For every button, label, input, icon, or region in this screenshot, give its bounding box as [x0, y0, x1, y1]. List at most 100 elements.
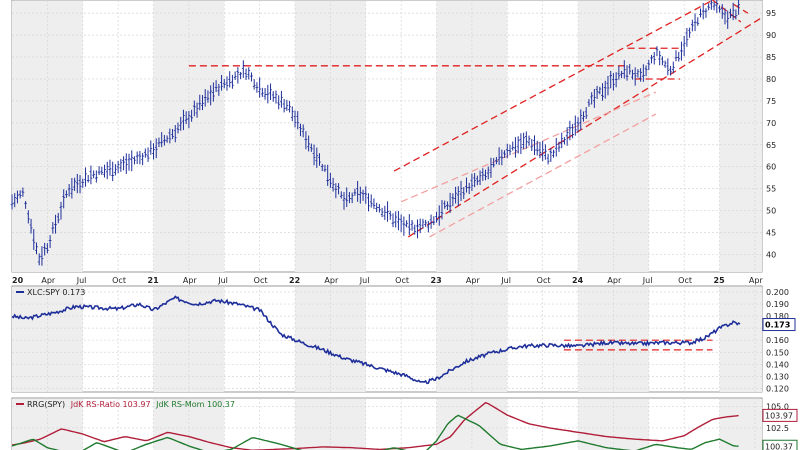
price-bar — [334, 183, 338, 199]
price-bar — [663, 60, 667, 68]
price-bar — [535, 140, 539, 156]
price-bar — [339, 191, 343, 199]
price-bar — [614, 72, 618, 88]
price-bar — [620, 70, 623, 79]
price-bar — [470, 173, 474, 192]
price-bar — [182, 109, 185, 131]
price-bar — [187, 110, 191, 129]
price-bar — [312, 144, 316, 166]
x-tick-label: Apr — [466, 276, 481, 285]
price-bar — [543, 144, 547, 160]
ratio-last-value-badge: 0.173 — [762, 318, 796, 332]
price-bar — [606, 75, 610, 96]
x-tick-label: 23 — [431, 276, 442, 285]
price-bar — [416, 219, 419, 239]
rrg-legend-mom: JdK RS-Mom 100.37 — [155, 400, 235, 409]
price-bar — [73, 177, 76, 191]
price-bar — [282, 99, 286, 113]
price-y-tick: 85 — [766, 53, 776, 62]
price-bar — [587, 99, 591, 107]
price-bar — [160, 132, 164, 148]
price-y-tick: 40 — [766, 250, 776, 259]
price-bar — [184, 111, 188, 125]
price-bar — [190, 109, 194, 122]
price-bar — [631, 69, 634, 80]
price-bar — [432, 216, 436, 226]
price-reference-line — [400, 91, 657, 203]
price-bar — [647, 59, 651, 71]
price-bar — [473, 173, 477, 188]
price-bar — [59, 201, 63, 220]
x-tick-label: Oct — [112, 276, 126, 285]
price-bar — [35, 242, 38, 255]
price-bar — [484, 169, 487, 181]
price-bar — [737, 0, 740, 15]
price-bar — [51, 222, 55, 234]
price-bar — [65, 190, 68, 198]
price-bar — [715, 0, 719, 13]
price-bar — [250, 72, 253, 82]
price-bar — [609, 70, 613, 89]
price-bar — [734, 9, 738, 20]
price-bar — [538, 141, 542, 159]
ratio-y-tick: 0.160 — [766, 336, 789, 345]
price-bar — [353, 188, 357, 196]
x-tick-label: 25 — [714, 276, 726, 285]
price-bar — [304, 131, 308, 150]
price-bar — [18, 190, 22, 199]
price-bar — [399, 214, 403, 232]
price-bar — [557, 141, 561, 152]
price-bar — [486, 166, 490, 180]
price-bar — [560, 132, 564, 149]
price-bar — [236, 67, 240, 84]
x-tick-label: Apr — [324, 276, 339, 285]
ratio-y-tick: 0.200 — [766, 288, 789, 297]
price-bar — [192, 100, 196, 117]
x-tick-label: Apr — [607, 276, 622, 285]
x-tick-label: Oct — [395, 276, 409, 285]
price-bar — [94, 170, 98, 183]
rrg-legend-prefix: RRG(SPY) — [27, 400, 65, 409]
x-tick-label: Apr — [749, 276, 764, 285]
price-bar — [16, 190, 19, 204]
price-bars — [10, 0, 740, 266]
x-tick-label: 24 — [572, 276, 584, 285]
price-bar — [375, 202, 379, 213]
ratio-last-value: 0.173 — [765, 321, 790, 330]
price-bar — [29, 218, 33, 234]
price-bar — [130, 150, 134, 172]
price-bar — [459, 180, 463, 201]
price-bar — [677, 51, 681, 62]
price-bar — [133, 156, 136, 165]
price-bar — [258, 77, 262, 98]
price-bar — [89, 165, 93, 185]
price-reference-line — [407, 16, 763, 238]
price-bar — [451, 193, 455, 207]
price-bar — [481, 168, 485, 181]
price-bar — [527, 135, 531, 146]
price-bar — [704, 8, 708, 18]
price-bar — [628, 64, 632, 75]
price-bar — [168, 128, 172, 144]
price-bar — [723, 8, 727, 25]
price-bar — [146, 147, 150, 162]
price-bar — [410, 219, 414, 231]
price-y-tick: 75 — [766, 97, 776, 106]
price-panel: 40 45 50 55 60 65 70 75 80 85 90 95 — [10, 0, 776, 273]
price-bar — [222, 79, 226, 89]
price-bar — [211, 82, 215, 102]
ratio-y-tick: 0.120 — [766, 384, 789, 393]
price-bar — [348, 191, 351, 204]
price-bar — [173, 125, 177, 143]
price-bar — [407, 214, 411, 235]
price-bar — [402, 216, 406, 236]
rrg-panel: 102.5 105.0 RRG(SPY) JdK RS-Ratio 103.97 … — [11, 397, 798, 450]
price-bar — [367, 193, 370, 212]
ratio-y-tick: 0.140 — [766, 360, 789, 369]
price-bar — [10, 194, 14, 210]
ratio-legend: XLC:SPY 0.173 — [16, 288, 85, 297]
price-bar — [421, 218, 425, 229]
price-bar — [478, 170, 482, 186]
time-axis: 20 Apr Jul Oct 21 Apr Jul Oct 22 Apr Jul Oct 23 Apr Ju… — [12, 276, 763, 285]
price-bar — [75, 173, 79, 194]
